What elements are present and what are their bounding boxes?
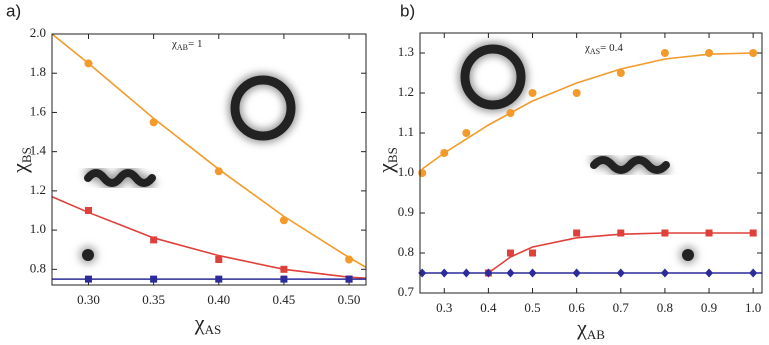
point <box>661 229 669 237</box>
y-axis-label: χBS <box>373 147 400 174</box>
point <box>279 216 288 225</box>
y-tick-label: 1.2 <box>398 84 414 99</box>
annotation: χAB= 1 <box>171 38 202 52</box>
plot-frame <box>419 32 763 294</box>
fit-curve <box>51 196 367 279</box>
annotation-subscript: AS <box>590 47 600 56</box>
point <box>660 49 669 57</box>
point <box>617 229 625 237</box>
point <box>150 236 158 244</box>
point <box>215 275 223 283</box>
y-tick-label: 1.8 <box>30 64 46 79</box>
x-tick-label: 0.7 <box>613 300 630 315</box>
point <box>345 255 354 264</box>
point <box>84 275 92 283</box>
fit-curve <box>421 52 754 170</box>
point <box>150 275 158 283</box>
panel-label: b) <box>400 1 415 20</box>
x-tick-label: 0.30 <box>77 292 100 307</box>
point <box>84 59 93 68</box>
x-tick-label: 1.0 <box>745 300 761 315</box>
x-axis-label: χAS <box>194 310 221 337</box>
x-tick-label: 0.4 <box>480 300 497 315</box>
point <box>528 268 537 278</box>
point <box>345 275 353 283</box>
y-tick-label: 2.0 <box>30 25 46 40</box>
x-tick-label: 0.40 <box>207 292 230 307</box>
point <box>705 229 713 237</box>
point <box>572 89 581 97</box>
y-tick-label: 0.8 <box>30 260 46 275</box>
x-tick-label: 0.35 <box>142 292 165 307</box>
y-tick-label: 1.4 <box>30 143 47 158</box>
point <box>529 249 537 257</box>
x-axis-label-subscript: AS <box>205 322 222 337</box>
annotation-text: = 1 <box>188 38 202 50</box>
annotation-symbol: χ <box>584 42 590 54</box>
point <box>749 229 757 237</box>
x-axis-label: χAB <box>576 315 605 342</box>
point <box>749 268 758 278</box>
x-tick-label: 0.8 <box>657 300 673 315</box>
y-axis-label: χBS <box>7 147 34 174</box>
point <box>280 265 288 273</box>
panel-label: a) <box>6 1 21 20</box>
point <box>440 149 449 157</box>
annotation-symbol: χ <box>171 38 177 50</box>
point <box>280 275 288 283</box>
point <box>528 89 537 97</box>
annotation-subscript: AB <box>177 43 188 52</box>
x-tick-label: 0.9 <box>701 300 717 315</box>
y-tick-label: 1.2 <box>30 182 46 197</box>
point <box>214 167 223 176</box>
y-tick-label: 1.0 <box>30 221 46 236</box>
x-axis-label-symbol: χ <box>194 310 205 335</box>
point <box>440 268 449 278</box>
point <box>215 256 223 264</box>
plot-frame <box>51 33 367 286</box>
y-tick-label: 1.0 <box>398 164 414 179</box>
x-tick-label: 0.6 <box>569 300 586 315</box>
y-axis-label-symbol: χ <box>373 163 398 174</box>
y-axis-label-symbol: χ <box>7 163 32 174</box>
point <box>462 268 471 278</box>
annotation: χAS= 0.4 <box>584 42 623 56</box>
morphology-icons <box>79 42 697 264</box>
point <box>506 268 515 278</box>
fit-curve <box>51 33 367 269</box>
x-tick-label: 0.3 <box>436 300 452 315</box>
point <box>149 118 158 127</box>
y-tick-label: 0.9 <box>398 204 414 219</box>
y-axis-label-subscript: BS <box>19 147 34 163</box>
y-tick-label: 1.3 <box>398 44 414 59</box>
fit-curve <box>487 232 754 274</box>
x-axis-label-symbol: χ <box>576 315 587 340</box>
point <box>462 129 471 137</box>
x-tick-label: 0.50 <box>338 292 361 307</box>
point <box>84 206 92 214</box>
x-axis-label-subscript: AB <box>587 327 605 342</box>
point <box>484 268 493 278</box>
y-tick-label: 1.1 <box>398 124 414 139</box>
point <box>616 69 625 77</box>
point <box>506 249 514 257</box>
point <box>506 109 515 117</box>
x-tick-label: 0.45 <box>273 292 296 307</box>
point <box>418 169 427 177</box>
point <box>705 49 714 57</box>
point <box>705 268 714 278</box>
x-tick-label: 0.5 <box>524 300 540 315</box>
point <box>749 49 758 57</box>
point <box>573 229 581 237</box>
y-tick-label: 1.6 <box>30 103 47 118</box>
point <box>660 268 669 278</box>
annotation-text: = 0.4 <box>600 42 623 54</box>
y-tick-label: 0.7 <box>398 284 415 299</box>
y-tick-label: 0.8 <box>398 244 414 259</box>
point <box>616 268 625 278</box>
point <box>572 268 581 278</box>
y-axis-label-subscript: BS <box>385 147 400 163</box>
point <box>418 268 427 278</box>
